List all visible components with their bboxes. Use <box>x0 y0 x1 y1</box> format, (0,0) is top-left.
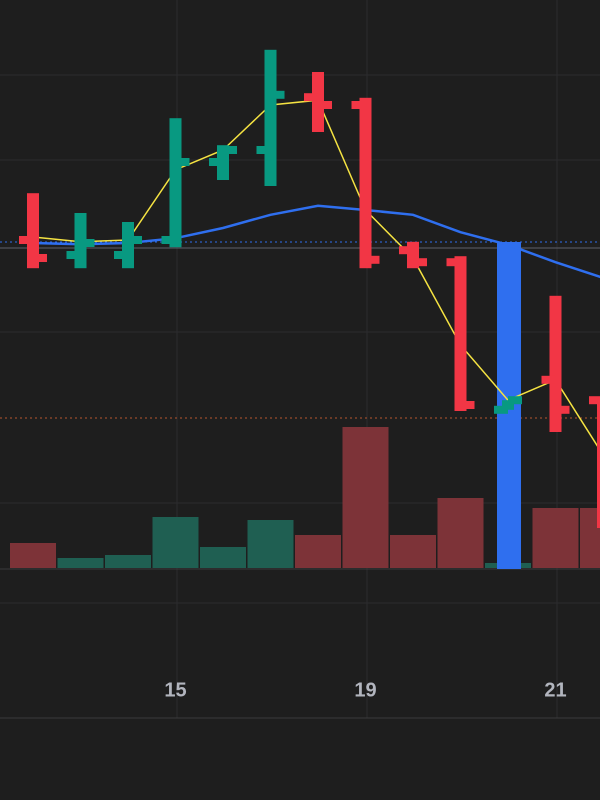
volume-pane <box>10 427 600 568</box>
close-tick <box>555 405 570 414</box>
open-tick <box>66 251 81 259</box>
bar-range <box>122 222 134 269</box>
open-tick <box>114 251 128 259</box>
volume-bar <box>10 543 56 568</box>
open-tick <box>209 158 223 166</box>
open-tick <box>351 101 366 109</box>
bar-range <box>502 400 514 410</box>
close-tick <box>270 90 285 99</box>
volume-bar <box>532 508 579 568</box>
close-tick <box>460 401 475 409</box>
close-tick <box>80 239 95 247</box>
close-tick <box>413 258 427 267</box>
bar-range <box>169 118 182 248</box>
open-tick <box>589 396 600 405</box>
open-tick <box>304 93 318 102</box>
volume-bar <box>437 498 484 568</box>
close-tick <box>175 158 190 166</box>
open-tick <box>541 375 556 384</box>
open-tick <box>256 146 271 154</box>
x-tick-label: 19 <box>354 679 376 701</box>
bar-range <box>359 97 372 269</box>
bar-range <box>264 49 277 186</box>
price-bars <box>19 49 600 528</box>
close-tick <box>128 236 142 244</box>
volume-bar <box>295 535 341 568</box>
open-tick <box>161 236 176 244</box>
volume-bar <box>342 427 389 568</box>
volume-bar <box>390 535 436 568</box>
close-tick <box>508 396 522 405</box>
close-tick <box>33 254 47 262</box>
open-tick <box>19 236 33 244</box>
volume-bar <box>247 520 294 568</box>
volume-bar <box>105 555 151 568</box>
x-tick-label: 15 <box>164 679 186 701</box>
volume-bar <box>580 508 600 568</box>
bar-range <box>27 193 39 269</box>
open-tick <box>494 405 508 414</box>
open-tick <box>399 246 413 255</box>
volume-bar <box>200 547 246 568</box>
bar-range <box>454 256 467 411</box>
volume-bar <box>152 517 199 568</box>
bar-range <box>597 400 600 528</box>
volume-bar <box>57 558 104 568</box>
close-tick <box>365 255 380 264</box>
close-tick <box>318 101 332 109</box>
open-tick <box>446 258 461 267</box>
close-tick <box>223 146 237 154</box>
x-tick-label: 21 <box>544 679 566 701</box>
x-axis: 15 19 21 <box>164 679 566 701</box>
bar-range <box>549 295 562 432</box>
